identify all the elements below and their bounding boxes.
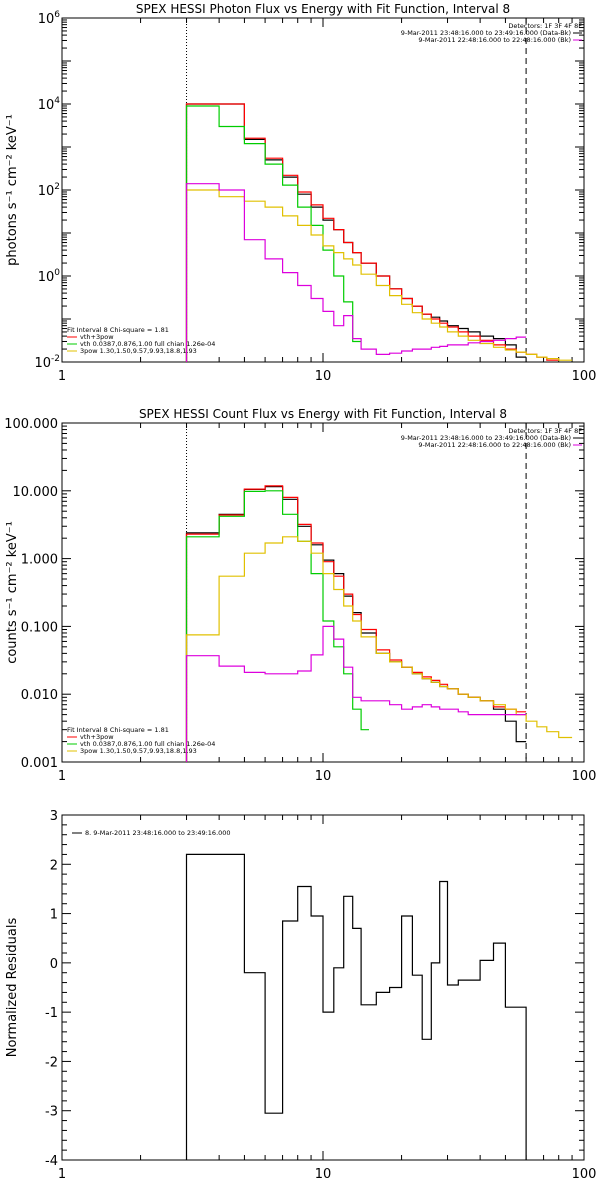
- series-green: [185, 105, 362, 362]
- y-tick-label: -1: [45, 1006, 58, 1021]
- legend-header: Detectors: 1F 3F 4F 8F: [508, 22, 582, 30]
- y-tick-label: 102: [38, 182, 60, 199]
- y-tick-label: 100.000: [4, 417, 58, 432]
- x-tick-label: 100: [572, 369, 597, 384]
- x-tick-label: 10: [315, 369, 332, 384]
- y-tick-label: 2: [50, 858, 58, 873]
- legend-label: 8. 9-Mar-2011 23:48:16.000 to 23:49:16.0…: [85, 829, 231, 837]
- legend-label: 9-Mar-2011 22:48:16.000 to 22:48:16.000 …: [418, 36, 571, 44]
- y-tick-label: 104: [38, 96, 61, 113]
- series-black: [185, 486, 527, 762]
- series-yellow: [185, 189, 573, 362]
- x-tick-label: 100: [572, 1167, 597, 1182]
- legend-label: 9-Mar-2011 22:48:16.000 to 22:48:16.000 …: [418, 441, 571, 449]
- chart-title: SPEX HESSI Count Flux vs Energy with Fit…: [139, 407, 507, 421]
- y-tick-label: -4: [45, 1154, 58, 1169]
- legend-label: 9-Mar-2011 23:48:16.000 to 23:49:16.000 …: [401, 434, 571, 442]
- legend-label: 9-Mar-2011 23:48:16.000 to 23:49:16.000 …: [401, 29, 571, 37]
- y-tick-exponent: 6: [54, 10, 60, 20]
- legend-header: Fit Interval 8 Chi-square = 1.81: [67, 726, 169, 734]
- y-tick-exponent: -2: [51, 354, 60, 364]
- y-tick-label: 0.001: [21, 756, 58, 771]
- x-tick-label: 10: [315, 1167, 332, 1182]
- y-tick-label: -3: [45, 1105, 58, 1120]
- series-group: [185, 485, 573, 762]
- legend-header: Fit Interval 8 Chi-square = 1.81: [67, 326, 169, 334]
- y-tick-label: 1: [50, 908, 58, 923]
- x-tick-label: 1: [58, 369, 66, 384]
- series-black: [185, 853, 527, 1160]
- x-tick-label: 1: [58, 769, 66, 784]
- legend-label: 3pow 1.30,1.50,9.57,9.93,18.8,1.93: [80, 747, 197, 755]
- series-yellow: [185, 536, 573, 762]
- series-group: [185, 853, 527, 1160]
- y-tick-label: 10.000: [13, 485, 59, 500]
- y-tick-label: 3: [50, 809, 58, 824]
- chart-title: SPEX HESSI Photon Flux vs Energy with Fi…: [136, 2, 510, 16]
- legend-label: vth+3pow: [80, 333, 114, 341]
- series-red: [185, 485, 527, 762]
- y-tick-label: 100: [38, 268, 61, 285]
- y-tick-label: 0.010: [21, 688, 58, 703]
- x-tick-label: 10: [315, 769, 332, 784]
- y-axis-label: Normalized Residuals: [5, 918, 20, 1058]
- x-tick-label: 1: [58, 1167, 66, 1182]
- y-tick-label: 0.100: [21, 620, 58, 635]
- y-axis-label: photons s⁻¹ cm⁻² keV⁻¹: [5, 114, 20, 266]
- count-flux-panel: SPEX HESSI Count Flux vs Energy with Fit…: [4, 407, 596, 784]
- y-tick-label: 10-2: [34, 354, 60, 371]
- y-tick-label: 1.000: [21, 553, 58, 568]
- legend-label: vth+3pow: [80, 733, 114, 741]
- legend-header: Detectors: 1F 3F 4F 8F: [508, 427, 582, 435]
- y-tick-exponent: 4: [54, 96, 60, 106]
- series-magenta: [185, 625, 527, 762]
- legend-label: 3pow 1.30,1.50,9.57,9.93,18.8,1.93: [80, 347, 197, 355]
- y-tick-label: 106: [38, 10, 61, 27]
- y-tick-exponent: 0: [54, 268, 60, 278]
- x-tick-label: 100: [572, 769, 597, 784]
- y-tick-label: 0: [50, 957, 58, 972]
- series-group: [185, 103, 573, 362]
- series-magenta: [185, 183, 527, 362]
- residuals-panel: Normalized Residuals 1 10 100 -4 -3 -2 -1 0 1 2 3 8.…: [5, 809, 596, 1182]
- photon-flux-panel: SPEX HESSI Photon Flux vs Energy with Fi…: [5, 2, 596, 384]
- y-tick-exponent: 2: [54, 182, 60, 192]
- y-tick-label: -2: [45, 1055, 58, 1070]
- legend-label: vth 0.0387,0.876,1.00 full chian 1.26e-0…: [80, 340, 215, 348]
- legend-label: vth 0.0387,0.876,1.00 full chian 1.26e-0…: [80, 740, 215, 748]
- y-axis-label: counts s⁻¹ cm⁻² keV⁻¹: [5, 521, 20, 664]
